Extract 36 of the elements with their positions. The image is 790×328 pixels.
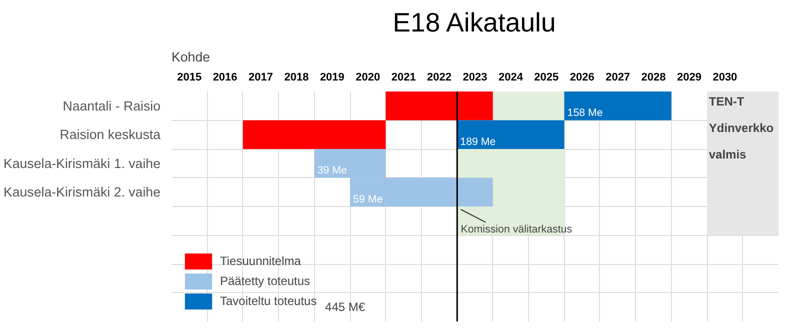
band-label: TEN-T Ydinverkko valmis bbox=[708, 94, 774, 162]
x-tick-label: 2015 bbox=[177, 72, 202, 84]
y-axis-title: Kohde bbox=[172, 50, 210, 64]
annotation: 39 Me bbox=[317, 164, 348, 177]
legend-label: Tavoiteltu toteutus bbox=[220, 294, 317, 308]
x-tick-label: 2020 bbox=[356, 72, 380, 84]
annotation: 59 Me bbox=[353, 193, 383, 206]
annotation: 158 Me bbox=[567, 107, 603, 120]
x-tick-label: 2017 bbox=[248, 72, 274, 84]
x-tick-label: 2023 bbox=[462, 72, 488, 84]
x-tick-label: 2028 bbox=[641, 72, 666, 84]
x-tick-label: 2019 bbox=[320, 72, 344, 84]
legend-label: Tiesuunnitelma bbox=[220, 254, 301, 268]
bar bbox=[242, 120, 386, 149]
chart-title: E18 Aikataulu bbox=[392, 8, 556, 38]
x-tick-label: 2024 bbox=[498, 72, 524, 84]
x-tick-label: 2022 bbox=[427, 72, 452, 84]
x-tick-label: 2030 bbox=[712, 72, 738, 84]
x-tick-label: 2021 bbox=[391, 72, 416, 84]
x-tick-label: 2029 bbox=[677, 72, 702, 84]
y-tick-label: Naantali - Raisio bbox=[62, 98, 160, 114]
y-tick-label: Kausela-Kirismäki 1. vaihe bbox=[3, 156, 161, 171]
bar bbox=[457, 120, 564, 149]
x-tick-label: 2026 bbox=[570, 72, 594, 84]
y-tick-label: Kausela-Kirismäki 2. vaihe bbox=[3, 184, 161, 200]
bar bbox=[564, 92, 672, 120]
x-tick-label: 2018 bbox=[284, 72, 309, 84]
legend-label: Päätetty toteutus bbox=[220, 274, 310, 288]
x-tick-label: 2025 bbox=[534, 72, 559, 84]
ref-line-label: Komission välitarkastus bbox=[460, 224, 572, 236]
text: 445 M€ bbox=[325, 300, 366, 314]
x-tick-label: 2027 bbox=[606, 72, 630, 84]
bar bbox=[386, 92, 493, 120]
x-tick-label: 2016 bbox=[212, 72, 238, 84]
annotation: 189 Me bbox=[460, 136, 496, 148]
y-tick-label: Raision keskusta bbox=[60, 127, 162, 142]
